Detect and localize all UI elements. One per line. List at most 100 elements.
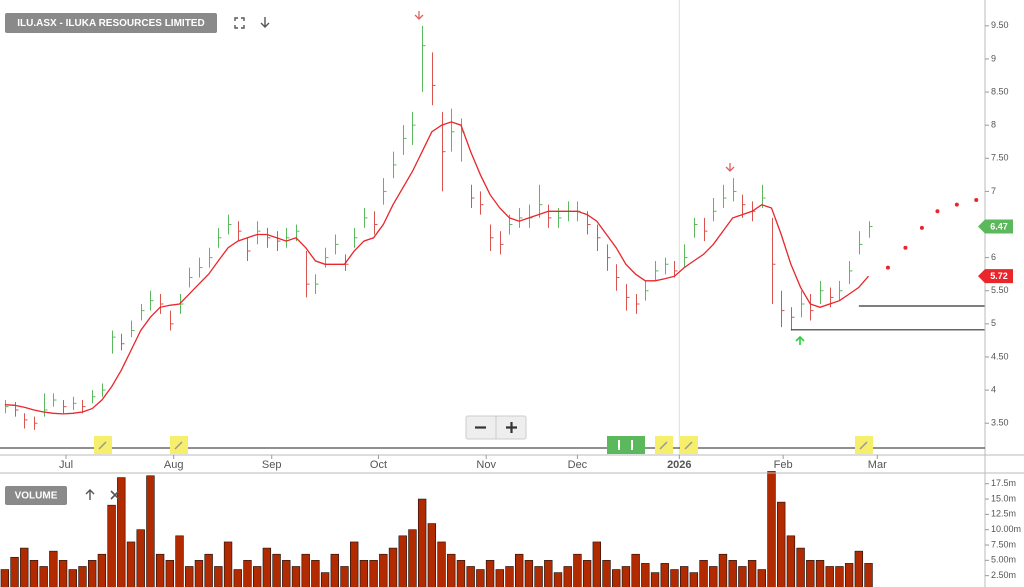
volume-bar bbox=[670, 569, 679, 587]
volume-bar bbox=[602, 560, 611, 587]
y-tick-label: 6 bbox=[991, 252, 996, 262]
y-tick-label: 5.00m bbox=[991, 555, 1016, 565]
y-tick-label: 15.0m bbox=[991, 493, 1016, 503]
volume-bar bbox=[417, 498, 427, 587]
volume-bar bbox=[282, 560, 291, 587]
zoom-in-button[interactable] bbox=[506, 422, 517, 433]
volume-bar bbox=[563, 566, 572, 587]
volume-bar bbox=[136, 529, 145, 587]
volume-bar bbox=[107, 504, 116, 587]
volume-bar bbox=[58, 560, 68, 587]
volume-bar bbox=[398, 535, 407, 587]
volume-bar bbox=[388, 547, 398, 587]
volume-bar bbox=[10, 556, 19, 587]
volume-bar bbox=[718, 553, 728, 587]
volume-bar bbox=[359, 560, 369, 587]
volume-bar bbox=[631, 553, 640, 587]
volume-title-box[interactable] bbox=[5, 486, 67, 505]
volume-bar bbox=[456, 560, 466, 587]
x-tick-label: Feb bbox=[774, 459, 793, 471]
volume-bar bbox=[78, 566, 87, 587]
volume-bar bbox=[796, 547, 805, 587]
dividend-marks bbox=[618, 440, 633, 450]
y-tick-label: 9.50 bbox=[991, 20, 1009, 30]
chart-title: ILU.ASX - ILUKA RESOURCES LIMITED bbox=[17, 18, 204, 29]
volume-bar bbox=[447, 553, 456, 587]
volume-bar bbox=[864, 563, 873, 587]
volume-bar bbox=[592, 541, 602, 587]
volume-bar bbox=[185, 566, 194, 587]
volume-bar bbox=[97, 553, 107, 587]
y-tick-label: 7.50 bbox=[991, 153, 1009, 163]
volume-bar bbox=[165, 560, 175, 587]
forecast-point bbox=[885, 265, 890, 270]
volume-bar bbox=[126, 541, 136, 587]
volume-bar bbox=[515, 553, 524, 587]
expand-icon[interactable] bbox=[234, 17, 245, 29]
volume-bar bbox=[544, 560, 553, 587]
volume-bar bbox=[49, 550, 58, 587]
volume-bar bbox=[786, 535, 796, 587]
volume-bar bbox=[68, 569, 77, 587]
volume-bar bbox=[146, 475, 155, 587]
close-icon[interactable] bbox=[110, 490, 120, 500]
buy-arrow bbox=[795, 335, 805, 345]
x-tick-label: Nov bbox=[476, 459, 496, 471]
x-tick-label: Dec bbox=[568, 459, 588, 471]
y-tick-label: 5 bbox=[991, 318, 996, 328]
x-tick-label: Jul bbox=[59, 459, 73, 471]
volume-bar bbox=[738, 566, 747, 587]
y-tick-label: 9 bbox=[991, 53, 996, 63]
volume-bar bbox=[39, 566, 48, 587]
x-tick-label: 2026 bbox=[667, 459, 691, 471]
volume-bar bbox=[291, 566, 301, 587]
forecast-point bbox=[903, 245, 908, 250]
ma-tag: 5.72 bbox=[990, 271, 1008, 281]
volume-bar bbox=[641, 563, 650, 587]
volume-bar bbox=[699, 560, 708, 587]
last-price-tag-box bbox=[978, 219, 1013, 234]
volume-bar bbox=[29, 560, 39, 587]
volume-bar bbox=[311, 560, 320, 587]
volume-bar bbox=[88, 560, 97, 587]
volume-bar bbox=[767, 471, 776, 587]
volume-bar bbox=[117, 477, 126, 587]
x-tick-label: Mar bbox=[868, 459, 887, 471]
download-icon[interactable] bbox=[260, 17, 270, 28]
y-tick-label: 17.5m bbox=[991, 478, 1016, 488]
volume-bar bbox=[505, 566, 514, 587]
y-tick-label: 8.50 bbox=[991, 86, 1009, 96]
volume-bar bbox=[806, 560, 815, 587]
volume-bar bbox=[175, 535, 184, 587]
y-tick-label: 5.50 bbox=[991, 285, 1009, 295]
sell-arrow bbox=[725, 163, 735, 172]
y-tick-label: 10.00m bbox=[991, 524, 1021, 534]
ma-tag-box bbox=[978, 269, 1013, 284]
volume-bar bbox=[223, 541, 233, 587]
dividend-icon[interactable] bbox=[607, 436, 645, 454]
volume-bar bbox=[534, 566, 543, 587]
volume-bar bbox=[301, 553, 310, 587]
volume-bar bbox=[243, 560, 252, 587]
title-box[interactable] bbox=[5, 13, 217, 33]
volume-bar bbox=[582, 560, 592, 587]
x-tick-label: Oct bbox=[370, 459, 387, 471]
move-up-icon[interactable] bbox=[85, 489, 95, 500]
volume-bar bbox=[825, 566, 834, 587]
volume-bar bbox=[777, 501, 786, 587]
y-tick-label: 8 bbox=[991, 120, 996, 130]
volume-bar bbox=[679, 566, 689, 587]
y-tick-label: 4.50 bbox=[991, 351, 1009, 361]
volume-bar bbox=[272, 553, 281, 587]
volume-bar bbox=[612, 569, 621, 587]
event-icons bbox=[94, 436, 873, 454]
volume-bar bbox=[369, 560, 378, 587]
volume-bar bbox=[660, 563, 669, 587]
volume-bar bbox=[835, 566, 844, 587]
x-tick-label: Aug bbox=[164, 459, 184, 471]
volume-bar bbox=[252, 566, 262, 587]
volume-bar bbox=[747, 560, 757, 587]
volume-bar bbox=[330, 553, 339, 587]
